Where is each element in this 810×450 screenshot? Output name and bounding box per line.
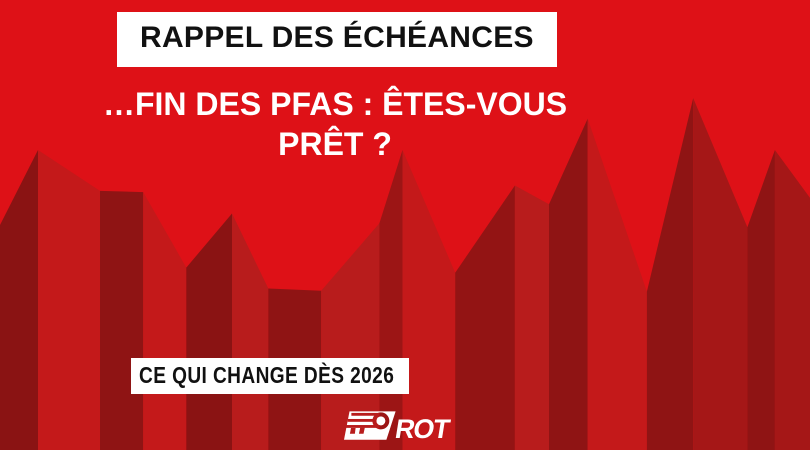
svg-text:ROT: ROT bbox=[393, 413, 453, 444]
